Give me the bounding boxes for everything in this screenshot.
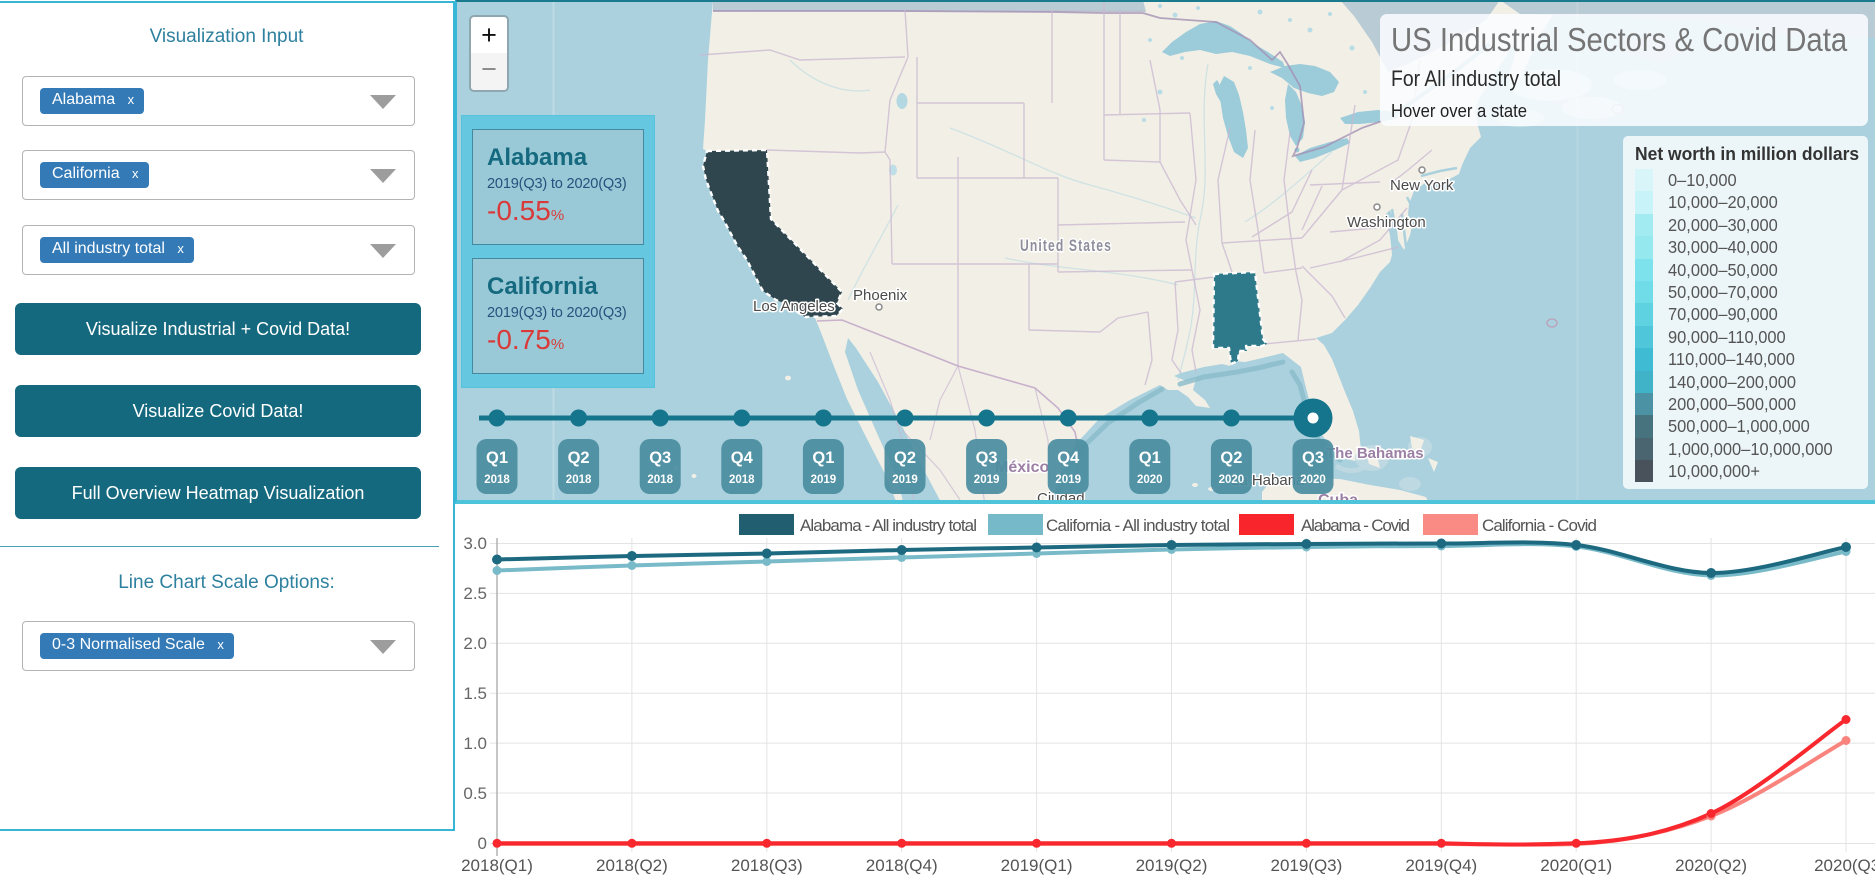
svg-text:2020(Q1): 2020(Q1): [1540, 856, 1612, 875]
svg-text:United States: United States: [1020, 237, 1112, 255]
svg-text:Q2: Q2: [568, 449, 590, 467]
svg-text:Q4: Q4: [731, 449, 754, 467]
svg-text:2018(Q3): 2018(Q3): [731, 856, 803, 875]
svg-text:1.5: 1.5: [463, 684, 487, 703]
svg-text:2018(Q1): 2018(Q1): [461, 856, 533, 875]
svg-text:Q1: Q1: [812, 449, 834, 467]
svg-text:Alabama - Covid: Alabama - Covid: [1301, 516, 1410, 535]
svg-text:The Bahamas: The Bahamas: [1326, 445, 1424, 462]
svg-text:1.0: 1.0: [463, 734, 487, 753]
svg-text:Ciudad: Ciudad: [1037, 490, 1085, 504]
svg-text:2019: 2019: [811, 474, 837, 486]
svg-text:Q3: Q3: [976, 449, 998, 467]
svg-text:2019(Q1): 2019(Q1): [1001, 856, 1073, 875]
svg-text:2018(Q4): 2018(Q4): [866, 856, 938, 875]
svg-text:Los Angeles: Los Angeles: [753, 298, 835, 315]
svg-text:2020(Q2): 2020(Q2): [1675, 856, 1747, 875]
svg-text:California - All industry tota: California - All industry total: [1046, 516, 1230, 535]
svg-text:2018(Q2): 2018(Q2): [596, 856, 668, 875]
svg-text:Washington: Washington: [1347, 214, 1426, 231]
svg-text:Q1: Q1: [1139, 449, 1161, 467]
svg-text:2019: 2019: [974, 474, 1000, 486]
svg-text:Phoenix: Phoenix: [853, 287, 908, 304]
svg-text:2.0: 2.0: [463, 634, 487, 653]
svg-text:2019(Q3): 2019(Q3): [1270, 856, 1342, 875]
svg-text:0.5: 0.5: [463, 784, 487, 803]
svg-text:Alabama - All industry total: Alabama - All industry total: [800, 516, 977, 535]
svg-text:0: 0: [478, 834, 487, 853]
svg-text:2019: 2019: [892, 474, 918, 486]
svg-text:2020: 2020: [1219, 474, 1245, 486]
svg-text:California - Covid: California - Covid: [1482, 516, 1597, 535]
svg-text:Cuba: Cuba: [1318, 492, 1358, 504]
svg-text:New York: New York: [1390, 177, 1454, 194]
svg-text:Q4: Q4: [1057, 449, 1080, 467]
svg-text:Q3: Q3: [1302, 449, 1324, 467]
svg-text:2020: 2020: [1300, 474, 1326, 486]
svg-text:2018: 2018: [647, 474, 673, 486]
svg-text:2020(Q3): 2020(Q3): [1814, 856, 1875, 875]
svg-text:2020: 2020: [1137, 474, 1163, 486]
svg-text:Q3: Q3: [649, 449, 671, 467]
svg-text:Q1: Q1: [486, 449, 508, 467]
svg-text:2018: 2018: [729, 474, 755, 486]
svg-text:2.5: 2.5: [463, 584, 487, 603]
svg-text:2019(Q4): 2019(Q4): [1405, 856, 1477, 875]
svg-text:Q2: Q2: [894, 449, 916, 467]
svg-text:2019: 2019: [1055, 474, 1081, 486]
svg-text:Q2: Q2: [1220, 449, 1242, 467]
svg-text:2019(Q2): 2019(Q2): [1136, 856, 1208, 875]
svg-text:3.0: 3.0: [463, 534, 487, 553]
svg-text:2018: 2018: [566, 474, 592, 486]
svg-text:2018: 2018: [484, 474, 510, 486]
svg-text:México: México: [995, 459, 1049, 476]
